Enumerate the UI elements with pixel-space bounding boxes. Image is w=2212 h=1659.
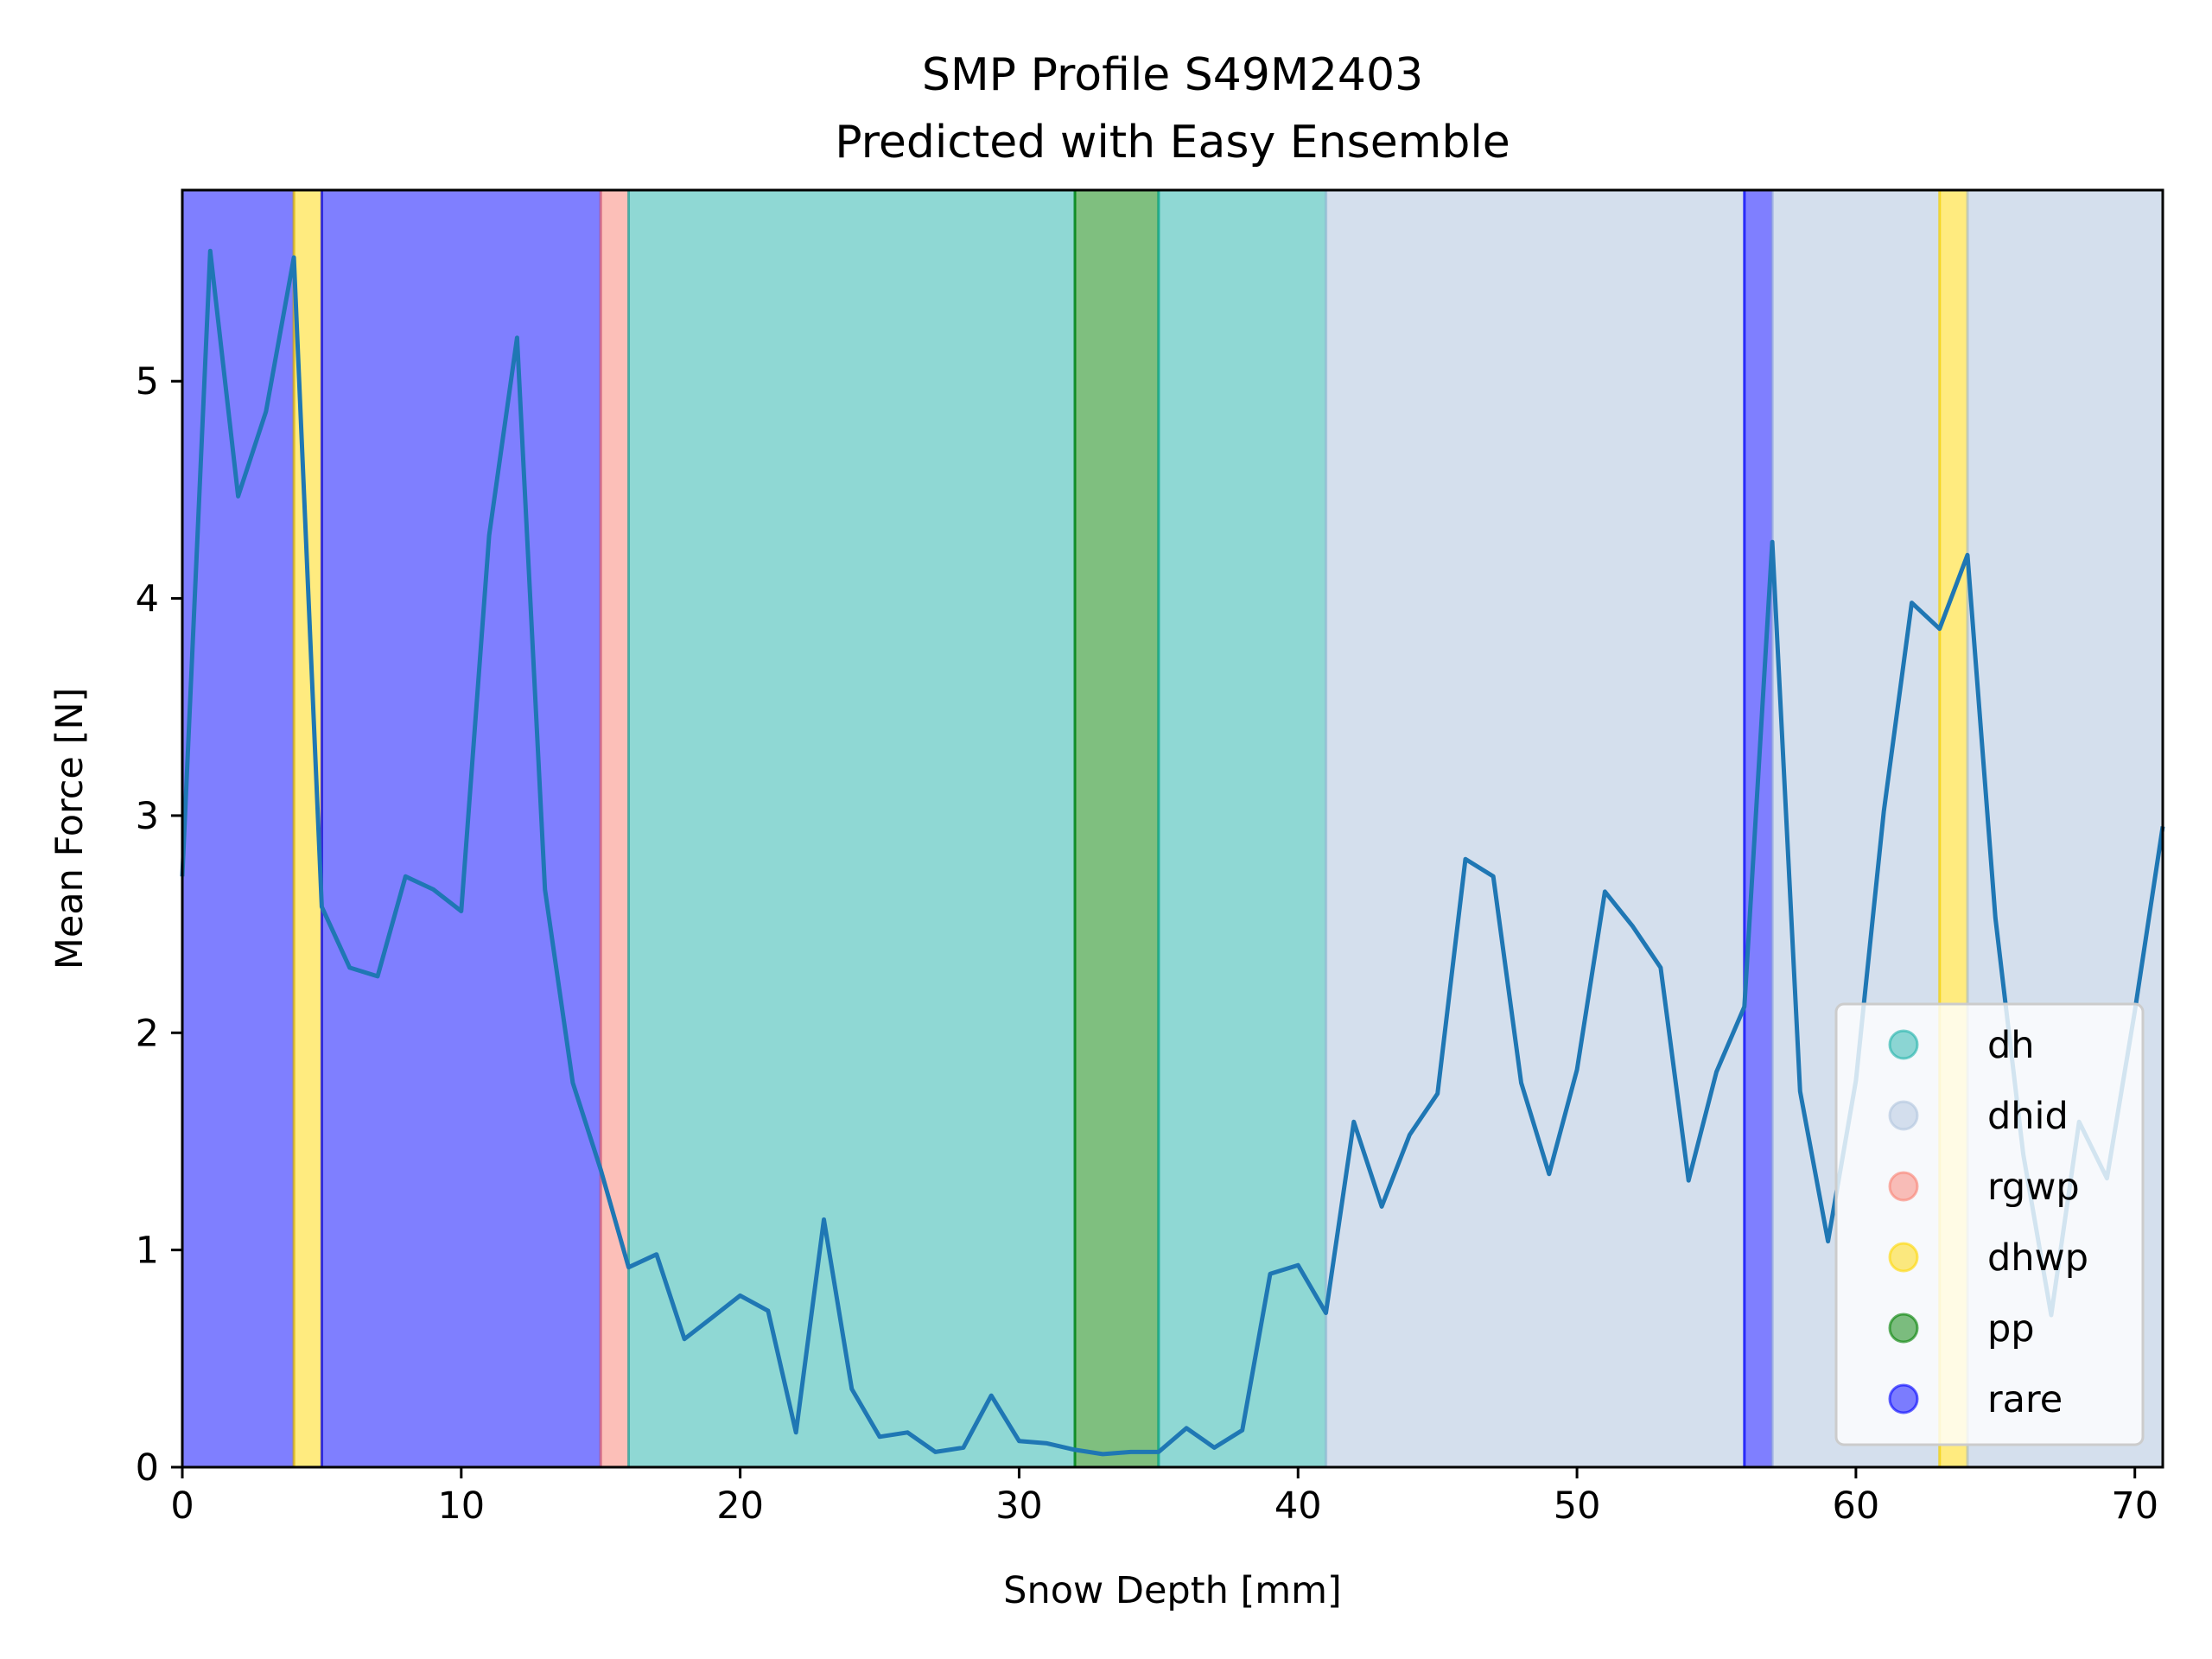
legend-marker-rgwp [1888,1171,1919,1202]
legend-label-dhwp: dhwp [1987,1236,2088,1280]
y-tick-label: 4 [136,578,159,621]
legend-label-dh: dh [1987,1024,2035,1067]
y-tick-label: 0 [136,1446,159,1490]
legend-label-pp: pp [1987,1307,2035,1351]
x-tick-label: 30 [995,1484,1043,1528]
x-tick-label: 70 [2111,1484,2158,1528]
region-rare [1743,188,1774,1469]
legend-marker-dhwp [1888,1242,1919,1273]
x-tick-label: 0 [170,1484,194,1528]
x-tick-label: 10 [437,1484,485,1528]
y-axis-label: Mean Force [N] [48,688,92,970]
series-line [180,248,2165,1457]
legend-marker-rare [1888,1383,1919,1414]
plot-frame [181,188,2164,1469]
x-tick-label: 20 [716,1484,764,1528]
region-pp [1073,188,1160,1469]
series-group [180,248,2165,1457]
region-dhid [1325,188,1746,1469]
x-tick-label: 50 [1554,1484,1601,1528]
legend: dh dhid rgwp dhwp pp rare [1834,1002,2145,1446]
y-tick-label: 3 [136,795,159,838]
chart-subtitle: Predicted with Easy Ensemble [835,117,1510,168]
x-axis-ticks: 0 10 20 30 40 50 60 70 [170,1467,2158,1528]
region-rgwp [599,188,631,1469]
y-tick-label: 5 [136,360,159,404]
x-tick-label: 40 [1274,1484,1322,1528]
region-rare [181,188,296,1469]
region-dh [1157,188,1328,1469]
legend-label-rgwp: rgwp [1987,1166,2080,1209]
legend-marker-pp [1888,1313,1919,1344]
y-axis-ticks: 0 1 2 3 4 5 [136,360,182,1490]
y-tick-label: 2 [136,1012,159,1055]
region-dh [627,188,1077,1469]
region-rare [320,188,602,1469]
legend-label-dhid: dhid [1987,1095,2069,1138]
legend-label-rare: rare [1987,1378,2063,1421]
chart-title: SMP Profile S49M2403 [922,49,1423,101]
x-axis-label: Snow Depth [mm] [1003,1569,1342,1612]
x-tick-label: 60 [1833,1484,1880,1528]
legend-marker-dh [1888,1029,1919,1060]
legend-marker-dhid [1888,1100,1919,1131]
y-tick-label: 1 [136,1230,159,1273]
